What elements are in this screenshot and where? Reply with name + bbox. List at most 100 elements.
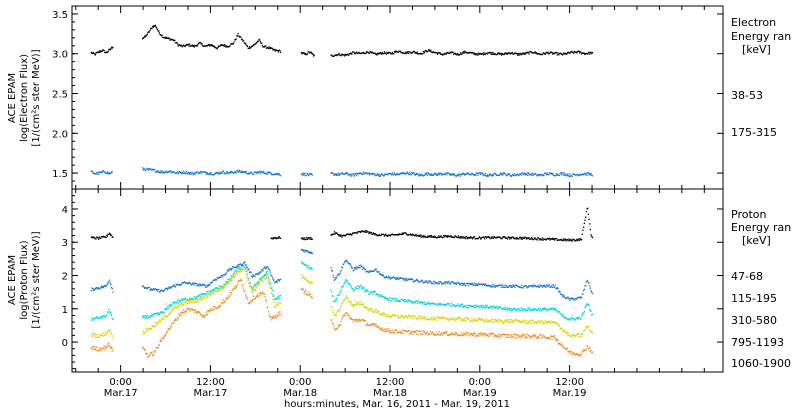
proton-data-point xyxy=(144,349,146,351)
proton-data-point xyxy=(395,329,398,331)
electron-data-point xyxy=(549,52,551,54)
proton-data-point xyxy=(98,349,100,351)
electron-data-point xyxy=(306,173,309,175)
proton-data-point xyxy=(189,297,191,299)
proton-data-point xyxy=(333,300,335,303)
proton-data-point xyxy=(512,308,514,310)
electron-data-point xyxy=(145,170,147,172)
proton-data-point xyxy=(506,320,508,322)
proton-data-point xyxy=(343,299,345,301)
proton-data-point xyxy=(381,329,383,331)
electron-data-point xyxy=(434,173,437,175)
electron-data-point xyxy=(200,172,202,174)
proton-data-point xyxy=(105,315,107,317)
electron-data-point xyxy=(105,51,107,53)
electron-data-point xyxy=(529,50,532,53)
proton-data-point xyxy=(430,282,433,284)
proton-data-point xyxy=(198,283,200,285)
electron-data-point xyxy=(467,173,470,175)
proton-data-point xyxy=(542,284,544,286)
proton-data-point xyxy=(461,319,464,321)
electron-data-point xyxy=(400,172,402,175)
proton-data-point xyxy=(546,337,548,339)
electron-data-point xyxy=(256,41,258,43)
electron-data-point xyxy=(462,172,464,174)
proton-data-point xyxy=(368,232,370,235)
proton-data-point xyxy=(550,286,552,288)
proton-data-point xyxy=(259,295,261,297)
electron-data-point xyxy=(101,50,103,52)
electron-data-point xyxy=(229,171,231,173)
proton-data-point xyxy=(337,327,339,329)
proton-data-point xyxy=(348,315,350,317)
proton-data-point xyxy=(306,265,309,268)
electron-data-point xyxy=(576,51,579,53)
electron-data-point xyxy=(550,51,552,53)
proton-data-point xyxy=(452,304,454,306)
proton-data-point xyxy=(465,236,468,238)
proton-data-point xyxy=(580,238,582,240)
proton-data-point xyxy=(362,303,365,306)
proton-data-point xyxy=(407,330,409,333)
electron-data-point xyxy=(580,51,582,53)
electron-data-point xyxy=(266,46,268,49)
proton-data-point xyxy=(254,275,256,277)
electron-data-point xyxy=(386,51,388,53)
proton-data-point xyxy=(267,273,269,276)
proton-data-point xyxy=(193,282,195,284)
electron-data-point xyxy=(426,174,429,176)
proton-data-point xyxy=(224,283,226,285)
proton-data-point xyxy=(268,268,270,271)
proton-data-point xyxy=(242,265,244,267)
proton-data-point xyxy=(381,314,383,316)
proton-data-point xyxy=(531,308,534,310)
proton-data-point xyxy=(400,277,402,279)
proton-data-point xyxy=(385,276,387,278)
proton-data-point xyxy=(384,298,386,300)
proton-data-point xyxy=(430,318,432,321)
proton-data-point xyxy=(364,289,366,292)
electron-data-point xyxy=(550,172,552,174)
proton-data-point xyxy=(444,319,447,321)
electron-data-point xyxy=(562,174,565,176)
proton-data-point xyxy=(179,300,181,302)
proton-data-point xyxy=(492,237,494,239)
electron-data-point xyxy=(399,50,402,52)
proton-data-point xyxy=(459,236,462,238)
proton-data-point xyxy=(213,306,216,308)
proton-data-point xyxy=(511,336,513,338)
proton-data-point xyxy=(359,230,361,233)
proton-data-point xyxy=(549,239,551,241)
electron-data-point xyxy=(364,52,367,55)
electron-data-point xyxy=(571,175,573,177)
proton-data-point xyxy=(278,314,280,316)
proton-data-point xyxy=(482,320,484,322)
proton-data-point xyxy=(517,334,519,336)
proton-data-point xyxy=(369,323,371,325)
electron-data-point xyxy=(576,173,579,175)
proton-data-point xyxy=(168,312,170,315)
proton-data-point xyxy=(412,280,414,283)
proton-data-point xyxy=(477,335,480,337)
proton-series-115-195 xyxy=(90,248,594,301)
proton-data-point xyxy=(484,333,486,335)
proton-data-point xyxy=(477,237,480,239)
electron-data-point xyxy=(380,174,382,176)
proton-data-point xyxy=(361,230,363,232)
proton-data-point xyxy=(500,335,503,337)
electron-data-point xyxy=(391,174,393,176)
electron-data-point xyxy=(463,174,466,176)
proton-data-point xyxy=(535,321,537,323)
electron-data-point xyxy=(156,27,158,29)
proton-data-point xyxy=(277,297,280,299)
proton-data-point xyxy=(428,280,430,282)
proton-data-point xyxy=(275,298,277,300)
proton-data-point xyxy=(255,273,257,275)
electron-data-point xyxy=(95,52,97,54)
proton-data-point xyxy=(250,288,252,291)
proton-data-point xyxy=(469,333,472,335)
proton-data-point xyxy=(537,286,539,288)
proton-data-point xyxy=(394,234,396,236)
proton-data-point xyxy=(573,353,575,355)
proton-data-point xyxy=(446,317,448,319)
